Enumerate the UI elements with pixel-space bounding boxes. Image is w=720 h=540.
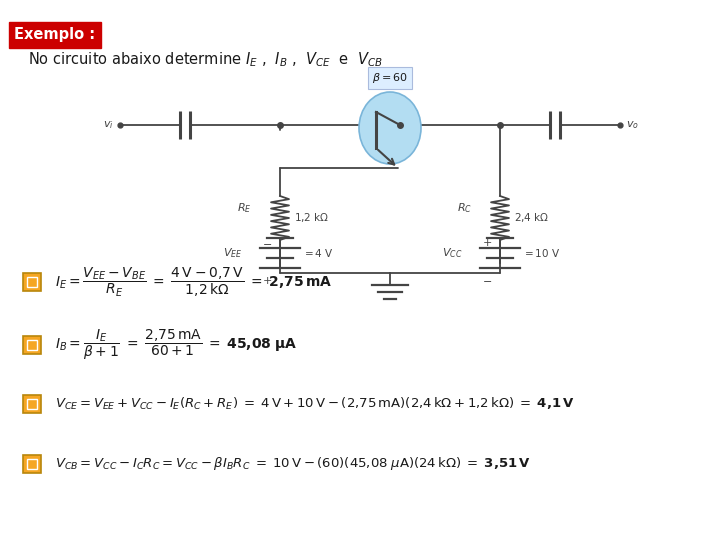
Text: $\beta = 60$: $\beta = 60$	[372, 71, 408, 85]
FancyBboxPatch shape	[23, 455, 41, 473]
Text: 1,2 k$\Omega$: 1,2 k$\Omega$	[294, 212, 329, 225]
Text: $I_B = \dfrac{I_E}{\beta + 1} \;=\; \dfrac{2{,}75\,\mathrm{mA}}{60 + 1} \;=\; \m: $I_B = \dfrac{I_E}{\beta + 1} \;=\; \dfr…	[55, 328, 297, 362]
Text: $= 10$ V: $= 10$ V	[522, 247, 560, 259]
Text: $R_C$: $R_C$	[457, 201, 472, 215]
Text: $V_{CE} = V_{EE} + V_{CC} - I_E(R_C + R_E) \;=\; 4\,\mathrm{V} + 10\,\mathrm{V} : $V_{CE} = V_{EE} + V_{CC} - I_E(R_C + R_…	[55, 396, 575, 412]
Text: $+$: $+$	[262, 274, 272, 286]
Text: 2,4 k$\Omega$: 2,4 k$\Omega$	[514, 212, 549, 225]
Text: $+$: $+$	[482, 238, 492, 248]
Text: Exemplo :: Exemplo :	[14, 28, 96, 43]
Text: $= 4$ V: $= 4$ V	[302, 247, 333, 259]
Text: $V_{CC}$: $V_{CC}$	[441, 246, 462, 260]
Text: $V_{CB} = V_{CC} - I_C R_C = V_{CC} - \beta I_B R_C \;=\; 10\,\mathrm{V} - (60)(: $V_{CB} = V_{CC} - I_C R_C = V_{CC} - \b…	[55, 456, 531, 472]
Text: $V_{EE}$: $V_{EE}$	[222, 246, 242, 260]
FancyBboxPatch shape	[23, 336, 41, 354]
Text: $-$: $-$	[482, 275, 492, 285]
Text: $I_E = \dfrac{V_{EE} - V_{BE}}{R_E} \;=\; \dfrac{4\,\mathrm{V} - 0{,}7\,\mathrm{: $I_E = \dfrac{V_{EE} - V_{BE}}{R_E} \;=\…	[55, 265, 332, 299]
FancyBboxPatch shape	[23, 273, 41, 291]
FancyBboxPatch shape	[23, 395, 41, 413]
Text: No circuito abaixo determine $I_E$ ,  $I_B$ ,  $V_{CE}$  e  $V_{CB}$: No circuito abaixo determine $I_E$ , $I_…	[28, 51, 382, 69]
Ellipse shape	[359, 92, 421, 164]
Text: $v_o$: $v_o$	[626, 119, 639, 131]
Text: $R_E$: $R_E$	[238, 201, 252, 215]
Text: $-$: $-$	[262, 238, 272, 248]
Text: $v_i$: $v_i$	[103, 119, 114, 131]
